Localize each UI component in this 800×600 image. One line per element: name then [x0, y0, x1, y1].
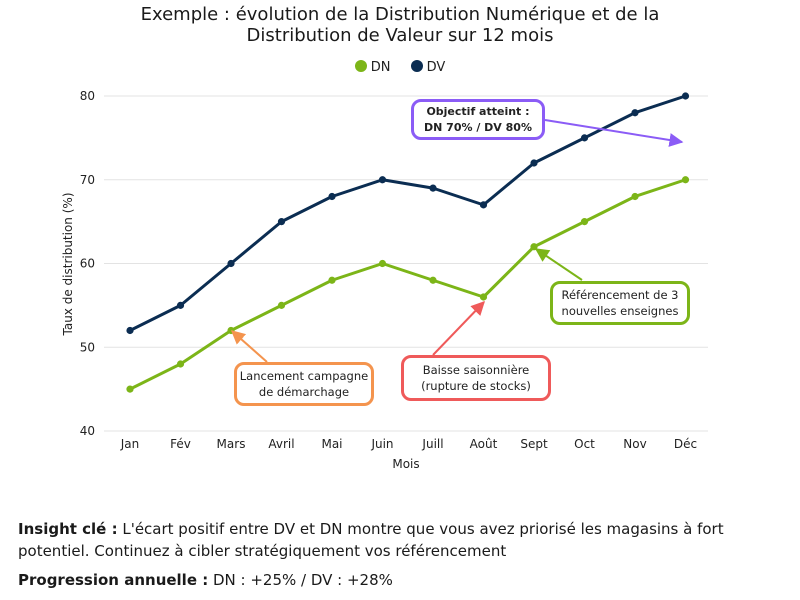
x-tick-label: Déc — [674, 437, 697, 451]
insight-text: L'écart positif entre DV et DN montre qu… — [18, 520, 724, 560]
x-tick-label: Juill — [421, 437, 443, 451]
callout-referencement-line2: nouvelles enseignes — [561, 304, 679, 318]
data-point-dv — [631, 109, 639, 117]
chart-title-line1: Exemple : évolution de la Distribution N… — [140, 4, 660, 25]
data-point-dv — [530, 159, 538, 167]
legend: DN DV — [0, 60, 800, 75]
callout-objectif-line1: Objectif atteint : — [426, 104, 530, 118]
y-axis: 40 50 60 70 80 — [80, 89, 95, 438]
data-point-dv — [580, 134, 589, 142]
legend-item-dv: DV — [410, 60, 446, 75]
callout-baisse-line1: Baisse saisonnière — [422, 363, 530, 377]
callout-lancement-line2: de démarchage — [258, 385, 350, 399]
series-line-dv — [129, 94, 686, 332]
data-point-dn — [580, 218, 589, 226]
line-chart: 40 50 60 70 80 Jan Fév Mars Avril Mai Juin Juill Ao… — [61, 89, 708, 471]
data-point-dn — [631, 192, 639, 201]
callout-referencement-line1: Référencement de 3 — [561, 288, 679, 302]
callout-objectif-line2: DN 70% / DV 80% — [424, 120, 532, 134]
y-tick-label: 50 — [80, 340, 95, 354]
chart-title-line2: Distribution de Valeur sur 12 mois — [246, 25, 554, 46]
arrow-objectif — [544, 119, 684, 147]
callout-objectif: Objectif atteint : DN 70% / DV 80% — [411, 99, 545, 140]
data-point-dv — [681, 92, 690, 100]
y-tick-label: 70 — [80, 173, 95, 187]
data-point-dv — [429, 184, 437, 192]
data-point-dn — [681, 176, 690, 184]
insight-label: Insight clé : — [18, 520, 118, 538]
callout-lancement-line1: Lancement campagne — [239, 369, 369, 383]
y-axis-label: Taux de distribution (%) — [61, 193, 75, 337]
data-point-dn — [277, 301, 286, 309]
y-tick-label: 80 — [80, 89, 95, 103]
x-tick-label: Mai — [321, 437, 342, 451]
series-group — [126, 92, 690, 393]
data-point-dn — [176, 360, 185, 368]
x-tick-label: Avril — [268, 437, 294, 451]
data-point-dn — [429, 276, 437, 284]
x-axis-label: Mois — [392, 457, 419, 471]
callout-baisse-line2: (rupture de stocks) — [421, 379, 531, 393]
x-tick-label: Sept — [520, 437, 548, 451]
arrow-referencement — [534, 248, 583, 281]
x-tick-label: Août — [470, 437, 498, 451]
arrow-baisse — [432, 300, 485, 356]
data-point-dv — [126, 326, 134, 335]
callout-lancement: Lancement campagne de démarchage — [234, 362, 374, 406]
chart-title: Exemple : évolution de la Distribution N… — [0, 4, 800, 46]
x-tick-label: Jan — [120, 437, 140, 451]
y-tick-label: 40 — [80, 424, 95, 438]
legend-label-dv: DV — [426, 60, 446, 75]
insight-paragraph: Insight clé : L'écart positif entre DV e… — [18, 518, 788, 562]
data-point-dn — [126, 385, 134, 393]
callout-baisse: Baisse saisonnière (rupture de stocks) — [401, 355, 551, 401]
x-tick-label: Nov — [623, 437, 646, 451]
data-point-dv — [227, 259, 235, 268]
arrow-lancement — [230, 330, 268, 363]
x-tick-label: Fév — [170, 437, 191, 451]
progression-label: Progression annuelle : — [18, 571, 209, 589]
legend-dot-dn — [354, 60, 367, 72]
data-point-dn — [479, 293, 488, 301]
data-point-dv — [328, 192, 336, 201]
x-tick-label: Oct — [574, 437, 595, 451]
x-tick-label: Juin — [370, 437, 393, 451]
annotation-arrows — [230, 119, 684, 363]
x-tick-label: Mars — [217, 437, 246, 451]
progression-paragraph: Progression annuelle : DN : +25% / DV : … — [18, 570, 788, 590]
data-point-dv — [277, 218, 286, 226]
y-tick-label: 60 — [80, 257, 95, 271]
data-point-dv — [378, 176, 387, 184]
data-point-dv — [479, 201, 488, 209]
series-line-dn — [129, 178, 686, 391]
data-point-dn — [328, 276, 336, 284]
progression-text: DN : +25% / DV : +28% — [208, 571, 393, 589]
callout-referencement: Référencement de 3 nouvelles enseignes — [550, 281, 690, 325]
legend-dot-dv — [410, 60, 423, 72]
data-point-dv — [176, 301, 185, 309]
data-point-dn — [378, 259, 387, 268]
legend-item-dn: DN — [354, 60, 391, 75]
legend-label-dn: DN — [370, 60, 391, 75]
x-axis: Jan Fév Mars Avril Mai Juin Juill Août Sept Oct No… — [120, 437, 697, 451]
